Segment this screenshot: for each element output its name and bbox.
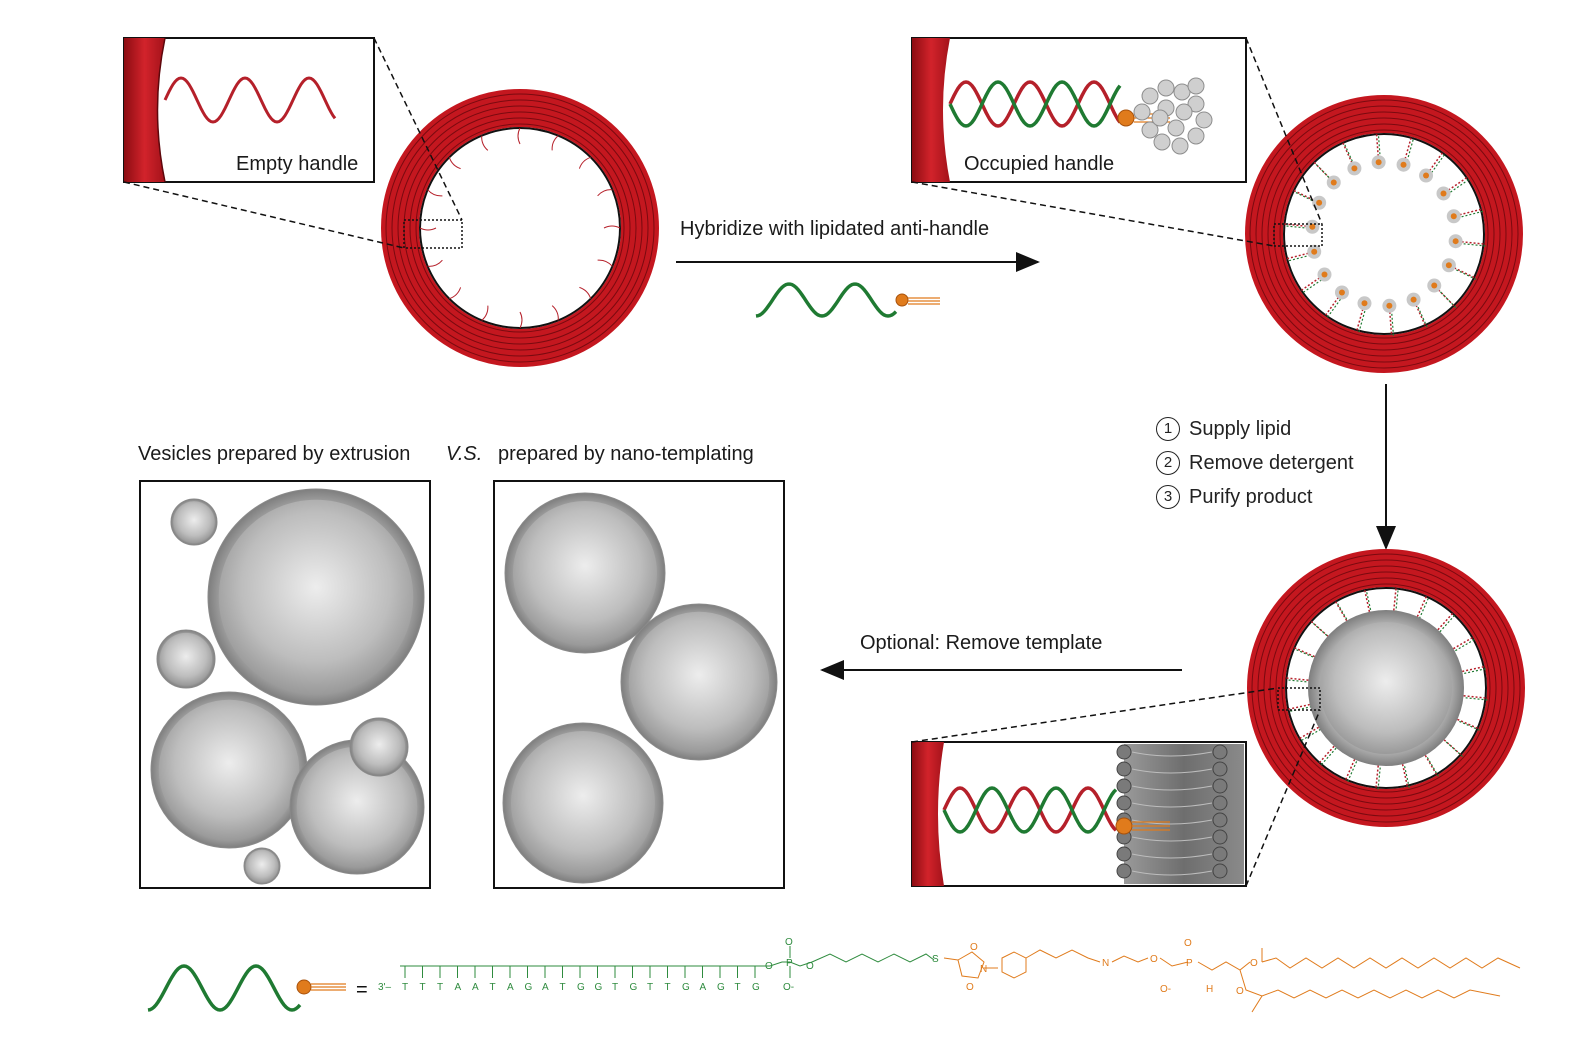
nanotemplating-label: prepared by nano-templating: [498, 443, 754, 465]
single-strand-handle: [163, 76, 337, 124]
anti-handle-strand-icon: [755, 282, 940, 318]
svg-text:O-: O-: [783, 982, 794, 993]
svg-text:P: P: [1186, 958, 1193, 969]
occupied-ring: [1245, 95, 1523, 373]
step-2: 2 Remove detergent: [1156, 451, 1354, 475]
svg-text:H: H: [1206, 984, 1213, 995]
sequence-base: G: [630, 982, 638, 993]
sequence-base: T: [647, 982, 653, 993]
svg-text:=: =: [356, 979, 368, 1001]
remove-template-label: Optional: Remove template: [860, 632, 1103, 654]
micelle-handles: [1284, 134, 1486, 336]
svg-text:P: P: [786, 958, 793, 969]
sequence-base: G: [577, 982, 585, 993]
svg-text:S: S: [932, 954, 939, 965]
sequence-base: A: [472, 982, 479, 993]
svg-text:O: O: [806, 961, 814, 972]
hybridize-label: Hybridize with lipidated anti-handle: [680, 218, 990, 240]
sequence-base: T: [490, 982, 496, 993]
bilayer-inset: [911, 687, 1321, 887]
empty-handle-strands: [419, 127, 621, 329]
svg-text:O: O: [1184, 938, 1192, 949]
svg-text:O: O: [1150, 954, 1158, 965]
empty-ring: [381, 89, 659, 367]
vs-label: V.S.: [446, 443, 483, 465]
svg-text:N: N: [980, 964, 987, 975]
svg-text:O: O: [1250, 958, 1258, 969]
step-3: 3 Purify product: [1156, 485, 1312, 509]
sequence-base: T: [437, 982, 443, 993]
sequence-prefix: 3'–: [378, 982, 391, 993]
svg-text:O: O: [970, 942, 978, 953]
step-1-text: Supply lipid: [1189, 417, 1292, 440]
step-2-number: 2: [1156, 451, 1180, 475]
sequence-base: G: [717, 982, 725, 993]
step-1-number: 1: [1156, 417, 1180, 441]
svg-text:O-: O-: [1160, 984, 1171, 995]
templated-vesicle-ring: [1247, 549, 1525, 827]
detergent-micelle: [1133, 77, 1213, 155]
nanotemplating-box: [493, 480, 785, 889]
sequence-base: T: [612, 982, 618, 993]
step-3-number: 3: [1156, 485, 1180, 509]
svg-text:O: O: [1236, 986, 1244, 997]
sequence-base: T: [665, 982, 671, 993]
empty-handle-label: Empty handle: [236, 153, 359, 175]
sequence-base: G: [682, 982, 690, 993]
sequence-base: G: [595, 982, 603, 993]
sequence-base: G: [752, 982, 760, 993]
svg-text:N: N: [1102, 958, 1109, 969]
step-1: 1 Supply lipid: [1156, 417, 1291, 441]
svg-text:O: O: [785, 937, 793, 948]
sequence-base: G: [525, 982, 533, 993]
sequence-base: T: [560, 982, 566, 993]
occupied-handle-inset: [911, 37, 1323, 247]
sequence-base: T: [420, 982, 426, 993]
sequence-base: A: [455, 982, 462, 993]
sequence-base: A: [507, 982, 514, 993]
empty-handle-inset: [123, 37, 463, 249]
extrusion-box: [139, 480, 431, 889]
zoom-box: [403, 219, 463, 249]
sequence-base: A: [542, 982, 549, 993]
occupied-handle-label: Occupied handle: [964, 153, 1115, 175]
svg-text:O: O: [765, 961, 773, 972]
sequence-base: A: [700, 982, 707, 993]
step-2-text: Remove detergent: [1189, 451, 1354, 474]
svg-text:O: O: [966, 982, 974, 993]
anti-handle-legend: =: [147, 964, 368, 1012]
sequence-base: T: [735, 982, 741, 993]
extrusion-label: Vesicles prepared by extrusion: [138, 443, 411, 465]
step-3-text: Purify product: [1189, 485, 1313, 508]
sequence-base: T: [402, 982, 408, 993]
